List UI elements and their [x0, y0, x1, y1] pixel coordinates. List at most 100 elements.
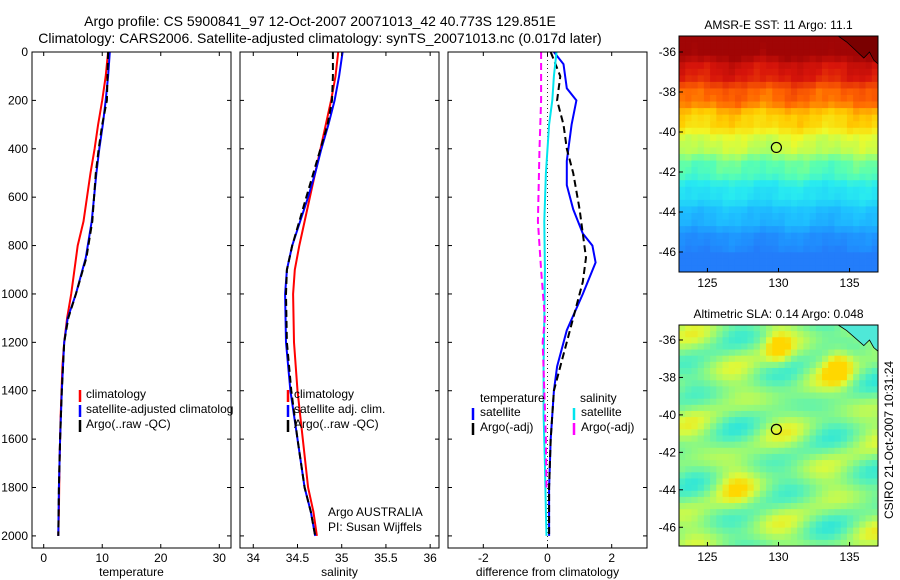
- map-cell: [716, 154, 723, 161]
- map-cell: [871, 114, 879, 122]
- map-cell: [772, 460, 779, 467]
- map-cell: [834, 95, 842, 102]
- map-cell: [741, 186, 748, 194]
- map-cell: [803, 75, 810, 83]
- map-cell: [697, 81, 705, 89]
- map-cell: [859, 154, 866, 161]
- map-cell: [766, 134, 773, 142]
- x-tick-label: 30: [213, 551, 227, 565]
- map-cell: [778, 343, 786, 350]
- map-cell: [859, 515, 866, 522]
- map-cell: [803, 496, 810, 504]
- map-cell: [822, 509, 829, 516]
- map-cell: [728, 134, 736, 142]
- map-cell: [759, 75, 767, 83]
- map-cell: [734, 213, 742, 220]
- map-cell: [679, 108, 686, 116]
- map-cell: [828, 121, 835, 129]
- map-cell: [822, 478, 829, 486]
- map-cell: [809, 49, 817, 57]
- map-cell: [728, 95, 736, 102]
- map-cell: [815, 367, 823, 375]
- plot-frame-salinity: [239, 51, 440, 549]
- map-cell: [846, 453, 854, 461]
- map-cell: [703, 88, 711, 96]
- map-cell: [710, 140, 717, 148]
- map-cell: [871, 101, 879, 109]
- map-cell: [772, 410, 779, 418]
- map-cell: [815, 258, 823, 266]
- map-cell: [747, 121, 755, 129]
- map-cell: [840, 81, 848, 89]
- map-cell: [753, 404, 761, 412]
- map-cell: [691, 466, 699, 473]
- map-cell: [685, 343, 692, 350]
- map-cell: [809, 173, 817, 181]
- map-cell: [722, 367, 730, 375]
- map-cell: [741, 239, 748, 247]
- map-cell: [734, 127, 742, 135]
- map-cell: [710, 441, 717, 449]
- map-cell: [728, 108, 736, 116]
- map-cell: [815, 114, 823, 122]
- map-cell: [741, 154, 748, 161]
- map-cell: [865, 226, 873, 234]
- map-cell: [759, 108, 767, 116]
- map-cell: [697, 147, 705, 155]
- map-cell: [803, 160, 810, 168]
- map-cell: [728, 167, 736, 175]
- map-cell: [815, 180, 823, 188]
- map-cell: [809, 484, 817, 492]
- map-cell: [815, 88, 823, 96]
- map-cell: [846, 167, 854, 175]
- map-cell: [734, 81, 742, 89]
- map-cell: [685, 62, 692, 70]
- map-cell: [834, 252, 842, 260]
- map-cell: [828, 527, 835, 535]
- map-cell: [809, 232, 817, 240]
- map-cell: [853, 521, 860, 528]
- map-cell: [753, 186, 761, 194]
- map-cell: [840, 466, 848, 473]
- map-cell: [691, 101, 699, 109]
- map-cell: [784, 55, 792, 63]
- map-cell: [716, 226, 723, 234]
- map-cell: [822, 349, 829, 357]
- map-cell: [685, 423, 692, 430]
- map-cell: [859, 509, 866, 516]
- map-cell: [734, 101, 742, 109]
- map-cell: [722, 258, 730, 266]
- map-cell: [753, 258, 761, 266]
- map-cell: [766, 88, 773, 96]
- map-cell: [703, 496, 711, 504]
- map-cell: [703, 160, 711, 168]
- map-cell: [840, 114, 848, 122]
- map-cell: [846, 460, 854, 467]
- map-cell: [747, 539, 755, 547]
- map-cell: [766, 265, 773, 273]
- figure-title-line1: Argo profile: CS 5900841_97 12-Oct-2007 …: [84, 13, 556, 29]
- map-cell: [759, 154, 767, 161]
- map-cell: [790, 435, 798, 443]
- map-cell: [722, 127, 730, 135]
- map-cell: [822, 503, 829, 510]
- map-cell: [716, 36, 723, 43]
- chart-temperature: 0 10 20 30020040060080010001200140016001800…: [1, 45, 233, 579]
- map-cell: [803, 386, 810, 393]
- map-cell: [815, 199, 823, 207]
- map-cell: [828, 81, 835, 89]
- map-cell: [685, 134, 692, 142]
- map-cell: [753, 88, 761, 96]
- map-cell: [822, 453, 829, 461]
- map-cell: [809, 193, 817, 201]
- x-tick-label: 125: [697, 276, 717, 290]
- map-cell: [840, 441, 848, 449]
- map-cell: [834, 509, 842, 516]
- map-cell: [803, 199, 810, 207]
- map-cell: [691, 95, 699, 102]
- map-cell: [679, 193, 686, 201]
- map-cell: [834, 515, 842, 522]
- map-cell: [710, 88, 717, 96]
- map-cell: [790, 252, 798, 260]
- map-cell: [728, 42, 736, 50]
